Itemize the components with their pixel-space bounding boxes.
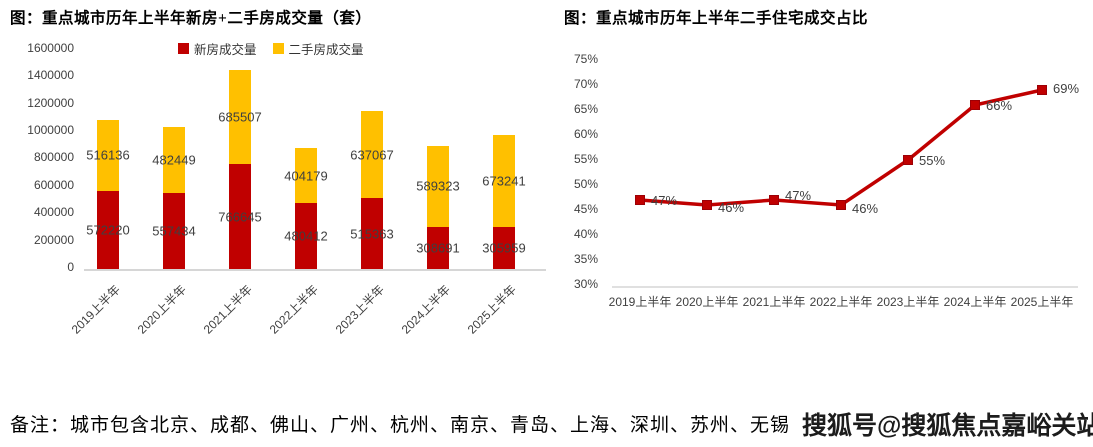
line-y-tick: 75% [573,52,598,66]
bar-segment-second-hand [229,70,251,165]
legend-label-second-hand: 二手房成交量 [288,43,364,57]
line-point-label: 66% [986,98,1012,113]
bar-value-new-homes: 766645 [218,209,262,225]
bar-x-label: 2019上半年 [69,282,124,337]
line-series [639,88,1043,207]
bar-segment-second-hand [163,126,185,193]
bar-value-new-homes: 308691 [416,240,460,256]
line-x-label: 2022上半年 [809,295,873,309]
line-marker-icon [903,155,913,165]
bar-segment-new-homes [229,164,251,269]
bar-value-second-hand: 516136 [86,147,130,163]
bar-y-tick: 400000 [33,205,74,220]
line-point-label: 69% [1053,81,1079,96]
bar-y-tick: 800000 [33,150,74,165]
line-y-tick: 65% [573,102,598,116]
line-point-label: 55% [919,153,945,168]
bar-value-second-hand: 685507 [218,109,262,125]
bar-segment-second-hand [97,120,119,191]
bar-value-second-hand: 589323 [416,178,460,194]
footnote: 备注：城市包含北京、成都、佛山、广州、杭州、南京、青岛、上海、深圳、苏州、无锡 [10,415,791,436]
line-y-tick: 40% [573,227,598,241]
line-x-label: 2023上半年 [876,295,940,309]
bar-value-second-hand: 482449 [152,152,196,168]
bar-x-label: 2022上半年 [267,282,322,337]
line-x-label: 2020上半年 [675,295,739,309]
line-marker-icon [836,200,846,210]
bar-value-new-homes: 480412 [284,228,328,244]
line-x-label: 2021上半年 [742,295,806,309]
bar-value-new-homes: 515363 [350,226,394,242]
bar-segment-second-hand [295,147,317,204]
bar-value-new-homes: 572220 [86,222,130,238]
bar-x-label: 2020上半年 [135,282,190,337]
line-y-tick: 60% [573,127,598,141]
line-y-tick: 30% [573,277,598,291]
line-marker-icon [769,195,779,205]
bar-segment-new-homes [493,227,515,269]
new-homes-swatch-icon [178,43,189,54]
bar-x-label: 2021上半年 [201,282,256,337]
watermark: 搜狐号@搜狐焦点嘉峪关站 [802,412,1093,440]
bar-segment-new-homes [97,190,119,269]
legend-label-new-homes: 新房成交量 [194,43,257,57]
bar-y-tick: 200000 [33,232,74,247]
line-chart-section: 图：重点城市历年上半年二手住宅成交占比 30% 35% 40% 45% 50% 55% 60… [560,0,1093,400]
line-point-label: 46% [718,200,744,215]
line-y-tick: 55% [573,152,598,166]
bar-y-tick: 0 [67,260,74,274]
bar-segment-new-homes [361,198,383,269]
bar-value-second-hand: 404179 [284,168,328,184]
line-point-label: 46% [852,201,878,216]
bar-chart-section: 图：重点城市历年上半年新房+二手房成交量（套） 新房成交量 二手房成交量 0 20… [0,0,560,400]
bar-segment-new-homes [163,192,185,269]
line-marker-icon [1037,85,1047,95]
bar-x-label: 2023上半年 [333,282,388,337]
bar-y-tick: 1000000 [27,123,74,137]
line-point-label: 47% [651,193,677,208]
bar-value-new-homes: 557434 [152,223,196,239]
bar-segment-second-hand [493,134,515,228]
line-marker-icon [635,195,645,205]
bar-chart-title: 图：重点城市历年上半年新房+二手房成交量（套） [10,10,372,27]
line-point-label: 47% [785,188,811,203]
line-x-label: 2025上半年 [1010,295,1074,309]
bar-x-label: 2024上半年 [399,282,454,337]
bar-segment-second-hand [361,111,383,199]
bar-segment-new-homes [295,203,317,269]
line-chart-title: 图：重点城市历年上半年二手住宅成交占比 [564,10,869,27]
bar-value-second-hand: 673241 [482,173,526,189]
bar-value-new-homes: 305959 [482,240,526,256]
line-chart-canvas: 47% 46% 47% 46% 55% 66% 69% [612,81,1079,288]
bar-chart-legend: 新房成交量 二手房成交量 [178,39,364,58]
line-x-label: 2024上半年 [943,295,1007,309]
bar-y-tick: 600000 [33,177,74,192]
line-y-tick: 35% [573,252,598,266]
line-marker-icon [702,200,712,210]
bar-segment-new-homes [427,226,449,269]
line-y-tick: 50% [573,177,598,191]
line-x-label: 2019上半年 [608,295,672,309]
bar-y-tick: 1600000 [27,40,74,55]
legend-item-second-hand: 二手房成交量 [272,39,364,58]
line-marker-icon [970,100,980,110]
bar-segment-second-hand [427,146,449,227]
bar-value-second-hand: 637067 [350,147,394,163]
second-hand-swatch-icon [272,43,284,54]
line-y-tick: 45% [573,202,598,216]
line-y-tick: 70% [573,77,598,91]
bar-x-axis-line [84,269,546,271]
bar-y-tick: 1400000 [27,68,74,83]
bar-x-label: 2025上半年 [465,282,520,337]
legend-item-new-homes: 新房成交量 [178,39,257,58]
bar-y-tick: 1200000 [27,95,74,110]
